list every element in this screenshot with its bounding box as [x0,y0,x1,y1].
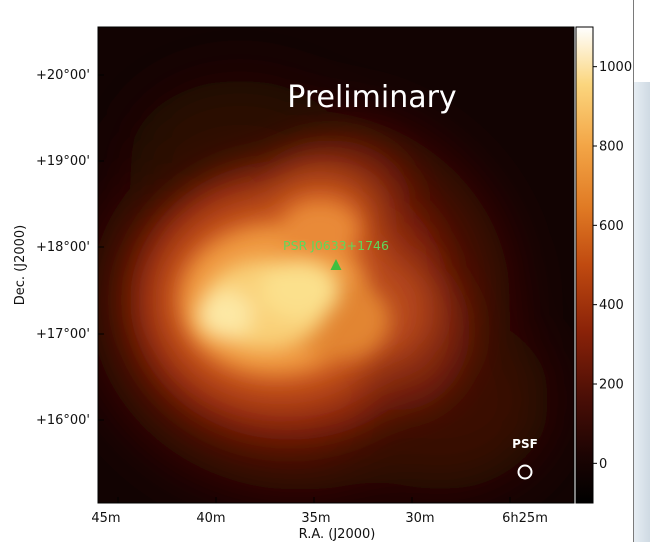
colorbar-ticks: 1000 800 600 400 200 0 [593,60,632,472]
colorbar-tick-label: 200 [599,378,624,393]
y-tick-label: +18°00' [36,240,90,255]
x-tick-label: 30m [405,511,434,526]
x-ticks [117,497,511,503]
x-tick-label: 6h25m [502,511,548,526]
y-ticks [98,74,104,421]
heatmap-image [98,27,574,503]
pulsar-label: PSR J0633+1746 [283,238,389,253]
y-axis-title: Dec. (J2000) [13,225,28,305]
frame-border [633,0,634,542]
pulsar-marker-icon [330,259,342,270]
colorbar-tick-label: 1000 [599,60,632,75]
x-tick-label: 40m [196,511,225,526]
colorbar-tick-label: 600 [599,219,624,234]
preliminary-label: Preliminary [287,80,456,115]
x-tick-label: 35m [301,511,330,526]
colorbar [575,26,594,504]
colorbar-tick-label: 400 [599,298,624,313]
colorbar-tick-label: 800 [599,140,624,155]
y-tick-label: +17°00' [36,327,90,342]
y-tick-label: +20°00' [36,68,90,83]
psf-label: PSF [512,437,538,451]
side-panel [633,82,650,542]
y-tick-label: +16°00' [36,413,90,428]
psf-circle-icon [517,464,533,480]
plot-frame [97,26,575,504]
colorbar-tick-label: 0 [599,457,607,472]
x-axis-title: R.A. (J2000) [299,527,376,542]
x-tick-label: 45m [91,511,120,526]
y-tick-label: +19°00' [36,154,90,169]
